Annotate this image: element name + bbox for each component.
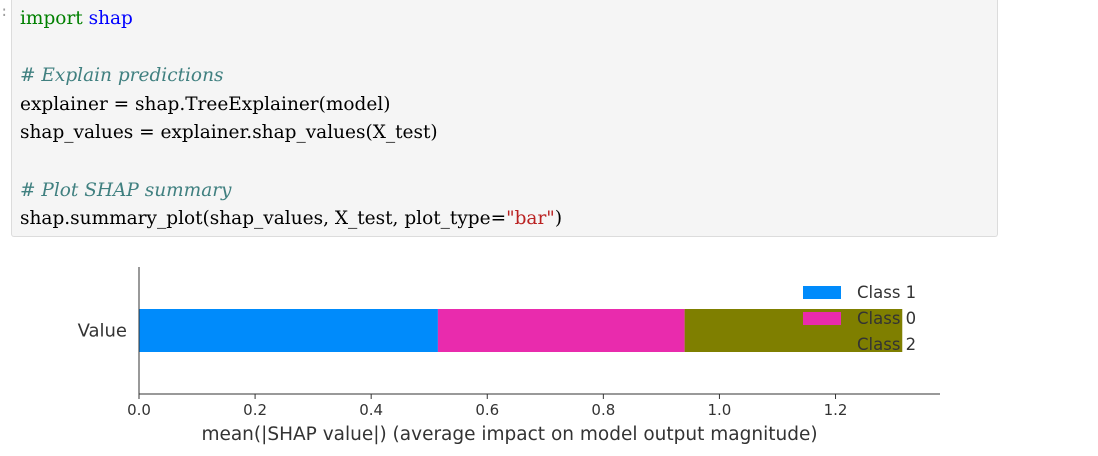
cell-prompt-marker: :	[0, 4, 8, 20]
y-tick-label: Value	[78, 321, 127, 342]
x-tick-label: 0.8	[591, 401, 615, 419]
code-line-5: shap_values = explainer.shap_values(X_te…	[20, 122, 438, 144]
code-line-1: import shap	[20, 5, 562, 34]
x-tick-label: 0.4	[359, 401, 383, 419]
code-call: shap.summary_plot(shap_values, X_test, p…	[20, 208, 507, 230]
legend-label: Class 0	[857, 309, 916, 328]
keyword-import: import	[20, 8, 83, 29]
code-line-2	[20, 34, 562, 63]
x-tick-label: 1.0	[708, 401, 732, 419]
legend-swatch	[803, 338, 841, 351]
shap-summary-bar-chart: Value 0.0 0.2 0.4 0.6 0.8 1.0 1.2 mean(|SHAP val…	[78, 267, 940, 445]
legend-swatch	[803, 312, 841, 325]
x-tick-label: 1.2	[824, 401, 848, 419]
code-cell[interactable]: import shap # Explain predictions explaine…	[11, 0, 998, 237]
code-line-7: # Plot SHAP summary	[20, 177, 562, 206]
x-tick-label: 0.0	[127, 401, 151, 419]
code-line-4: explainer = shap.TreeExplainer(model)	[20, 93, 391, 115]
module-name: shap	[88, 8, 133, 29]
code-line-6	[20, 148, 562, 177]
code-string: "bar"	[506, 208, 555, 230]
x-tick-label: 0.6	[475, 401, 499, 419]
x-tick-label: 0.2	[243, 401, 267, 419]
code-comment: # Plot SHAP summary	[20, 179, 232, 201]
bar-class-1	[139, 309, 438, 352]
x-axis-label: mean(|SHAP value|) (average impact on mo…	[201, 424, 817, 445]
cell-output-plot: Value 0.0 0.2 0.4 0.6 0.8 1.0 1.2 mean(|SHAP val…	[0, 255, 1098, 456]
code-line-8: shap.summary_plot(shap_values, X_test, p…	[20, 205, 562, 234]
legend-label: Class 2	[857, 335, 916, 354]
legend-swatch	[803, 286, 841, 299]
code-comment: # Explain predictions	[20, 65, 224, 87]
code-editor[interactable]: import shap # Explain predictions explaine…	[20, 5, 562, 234]
bar-class-2	[684, 309, 903, 352]
code-line-3: # Explain predictions	[20, 62, 562, 91]
legend-label: Class 1	[857, 283, 916, 302]
bar-class-0	[437, 309, 685, 352]
code-call-close: )	[554, 208, 563, 230]
